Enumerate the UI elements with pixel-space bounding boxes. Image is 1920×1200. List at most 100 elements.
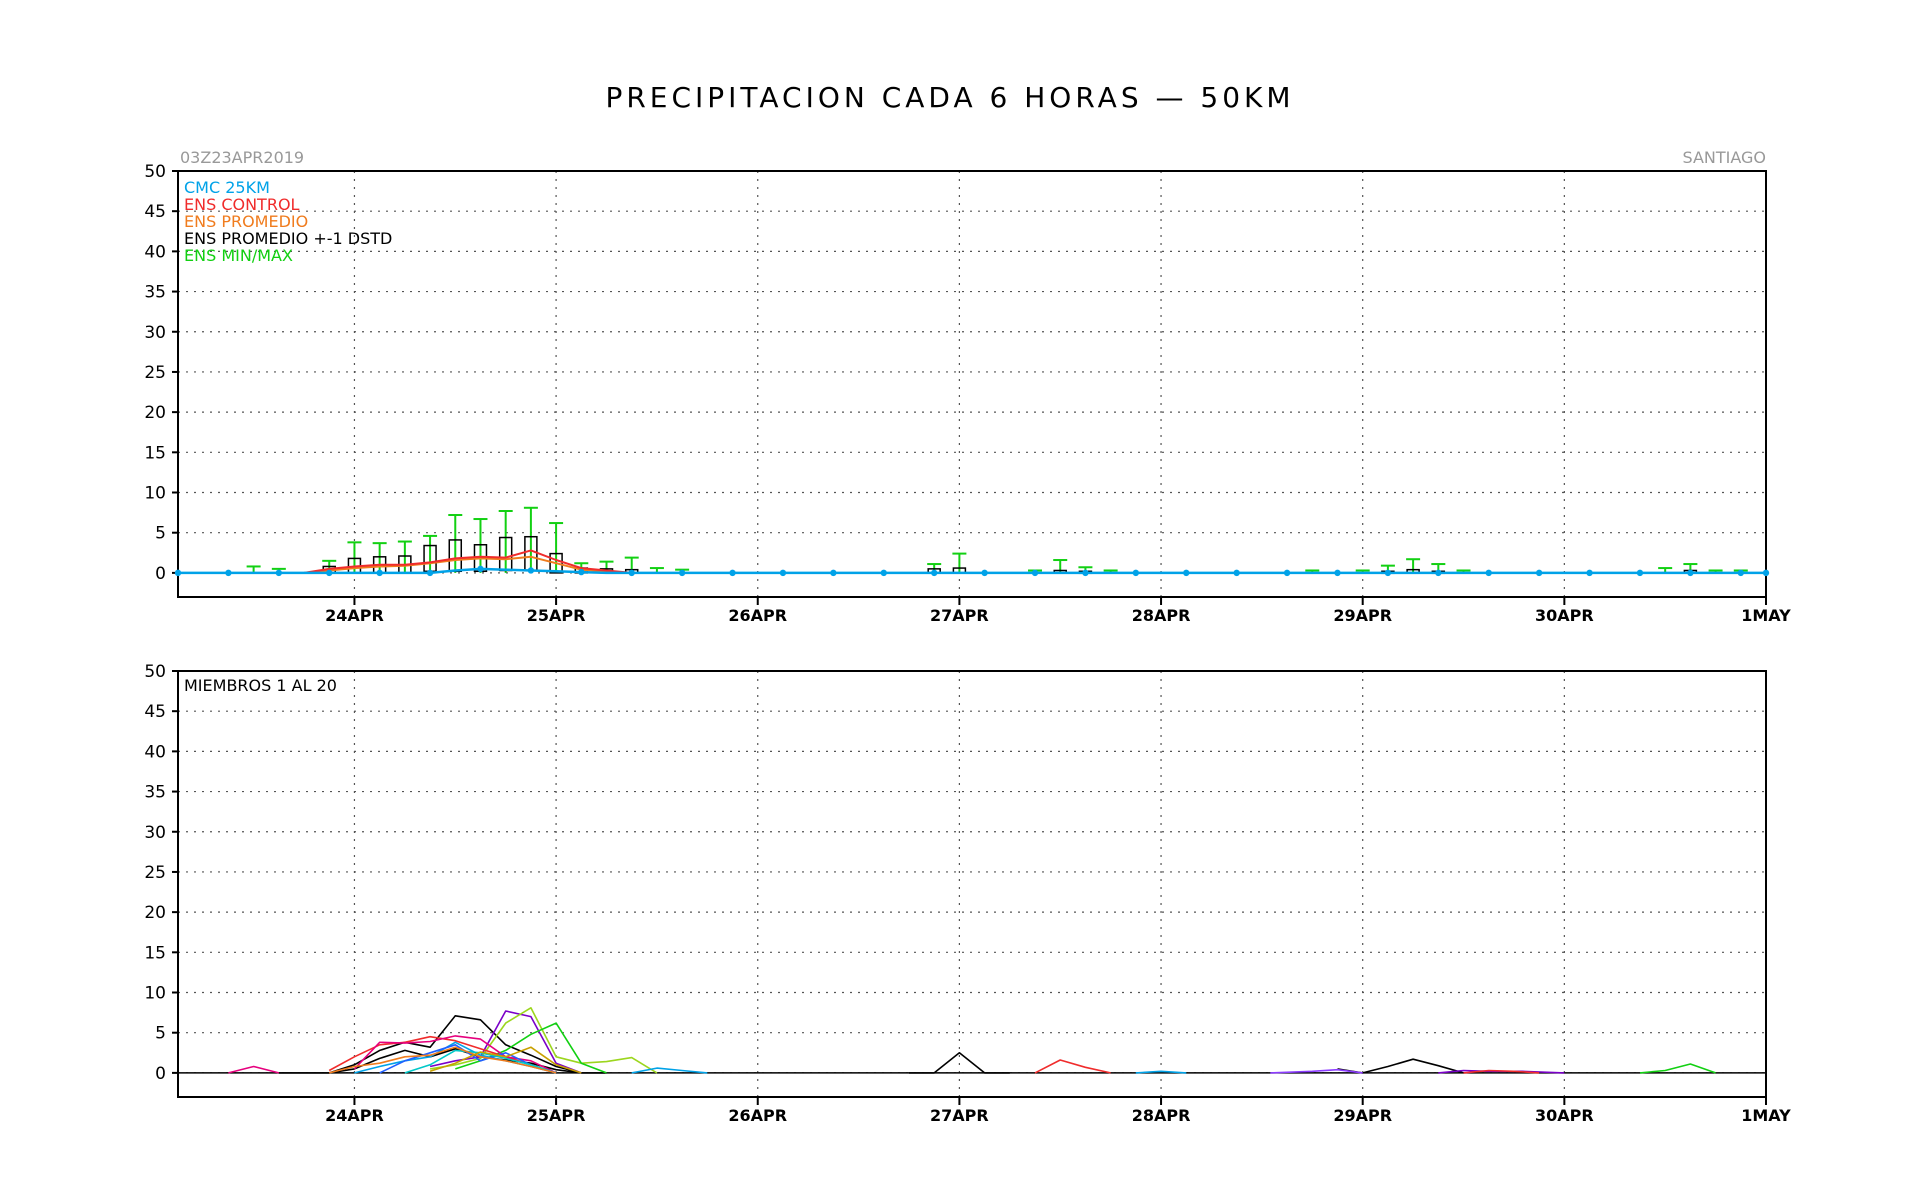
cmc-point	[1031, 569, 1039, 577]
x-tick-label: 24APR	[325, 1106, 384, 1125]
legend-entry-promedio: ENS PROMEDIO	[184, 212, 308, 231]
cmc-point	[477, 565, 484, 573]
cmc-point	[1535, 569, 1543, 577]
plot-frame	[177, 670, 1767, 1098]
y-tick-label: 10	[144, 484, 166, 504]
cmc-point	[275, 569, 283, 577]
ens-promedio-line	[303, 555, 632, 574]
member-line	[429, 1010, 582, 1074]
legend-entry-control: ENS CONTROL	[184, 195, 300, 214]
member-line	[353, 1035, 557, 1074]
x-tick-label: 29APR	[1333, 1106, 1392, 1125]
legend-entry-stdbox: ENS PROMEDIO +-1 DSTD	[184, 229, 392, 248]
cmc-point	[1183, 569, 1190, 577]
chart-title: PRECIPITACION CADA 6 HORAS — 50KM	[605, 81, 1294, 114]
x-tick-label: 1MAY	[1741, 606, 1791, 625]
cmc-line	[178, 567, 1766, 575]
plot-frame	[177, 170, 1767, 598]
member-line	[1337, 1058, 1464, 1074]
x-tick-label: 26APR	[728, 606, 787, 625]
y-tick-label: 40	[144, 242, 166, 262]
y-tick-label: 25	[144, 863, 166, 883]
y-tick-label: 15	[144, 943, 166, 963]
x-tick-label: 24APR	[325, 606, 384, 625]
ensemble-summary-panel: 0 5 10 15 20 25 30 35 40 45 50 24APR 25APR 26APR 27APR…	[144, 162, 1791, 625]
cmc-point	[1737, 569, 1744, 577]
y-tick-label: 45	[144, 202, 166, 222]
y-tick-label: 10	[144, 984, 166, 1004]
y-tick-label: 5	[155, 524, 166, 544]
x-tick-label: 1MAY	[1741, 1106, 1791, 1125]
cmc-point	[1435, 569, 1442, 577]
members-panel: 0 5 10 15 20 25 30 35 40 45 50 24APR 25APR 26APR 27APR…	[144, 662, 1791, 1125]
member-line	[1463, 1069, 1540, 1074]
y-tick-label: 0	[155, 1064, 166, 1084]
x-tick-label: 27APR	[930, 606, 989, 625]
x-tick-label: 30APR	[1535, 606, 1594, 625]
cmc-point	[225, 569, 232, 577]
member-line	[1639, 1063, 1716, 1074]
y-tick-label: 25	[144, 363, 166, 383]
y-tick-label: 45	[144, 702, 166, 722]
cmc-point	[1334, 569, 1341, 577]
y-tick-label: 50	[144, 662, 166, 682]
cmc-point	[1586, 569, 1593, 577]
x-tick-label: 26APR	[728, 1106, 787, 1125]
y-tick-label: 20	[144, 903, 166, 923]
ens-control-line	[303, 549, 632, 574]
cmc-point	[1233, 569, 1240, 577]
cmc-point	[174, 569, 182, 577]
std-box	[549, 552, 563, 574]
cmc-point	[678, 569, 686, 577]
cmc-point	[376, 569, 383, 577]
y-tick-label: 5	[155, 1024, 166, 1044]
cmc-point	[880, 569, 887, 577]
y-tick-label: 20	[144, 403, 166, 423]
member-line	[429, 1006, 658, 1074]
x-tick-label: 28APR	[1132, 606, 1191, 625]
cmc-point	[1762, 569, 1770, 577]
member-line	[1270, 1068, 1363, 1074]
x-tick-label: 27APR	[930, 1106, 989, 1125]
y-tick-label: 0	[155, 564, 166, 584]
cmc-point	[930, 569, 938, 577]
cmc-point	[729, 569, 736, 577]
cmc-point	[326, 569, 333, 577]
x-tick-label: 29APR	[1333, 606, 1392, 625]
y-tick-label: 30	[144, 823, 166, 843]
cmc-point	[981, 569, 988, 577]
cmc-point	[628, 569, 635, 577]
y-tick-label: 40	[144, 742, 166, 762]
member-line	[631, 1067, 708, 1074]
cmc-point	[779, 569, 787, 577]
cmc-point	[830, 569, 837, 577]
y-tick-label: 30	[144, 323, 166, 343]
cmc-point	[1082, 569, 1089, 577]
cmc-point	[1636, 569, 1644, 577]
member-line	[329, 1046, 557, 1074]
x-tick-label: 28APR	[1132, 1106, 1191, 1125]
cmc-point	[1485, 569, 1492, 577]
member-line	[429, 1046, 582, 1074]
location-label: SANTIAGO	[1682, 148, 1766, 167]
cmc-point	[426, 569, 434, 577]
member-line	[1135, 1070, 1187, 1074]
y-tick-label: 35	[144, 783, 166, 803]
y-tick-label: 35	[144, 283, 166, 303]
legend-entry-cmc: CMC 25KM	[184, 178, 270, 197]
cmc-point	[1283, 569, 1291, 577]
init-date-label: 03Z23APR2019	[180, 148, 304, 167]
x-tick-label: 25APR	[527, 606, 586, 625]
members-label: MIEMBROS 1 AL 20	[184, 676, 337, 695]
legend-entry-minmax: ENS MIN/MAX	[184, 246, 293, 265]
y-tick-label: 15	[144, 443, 166, 463]
cmc-point	[1132, 569, 1140, 577]
cmc-point	[527, 567, 535, 574]
member-line	[909, 1052, 1010, 1074]
y-tick-label: 50	[144, 162, 166, 182]
cmc-point	[578, 568, 585, 576]
cmc-point	[1687, 569, 1694, 577]
x-tick-label: 30APR	[1535, 1106, 1594, 1125]
cmc-point	[1384, 569, 1392, 577]
